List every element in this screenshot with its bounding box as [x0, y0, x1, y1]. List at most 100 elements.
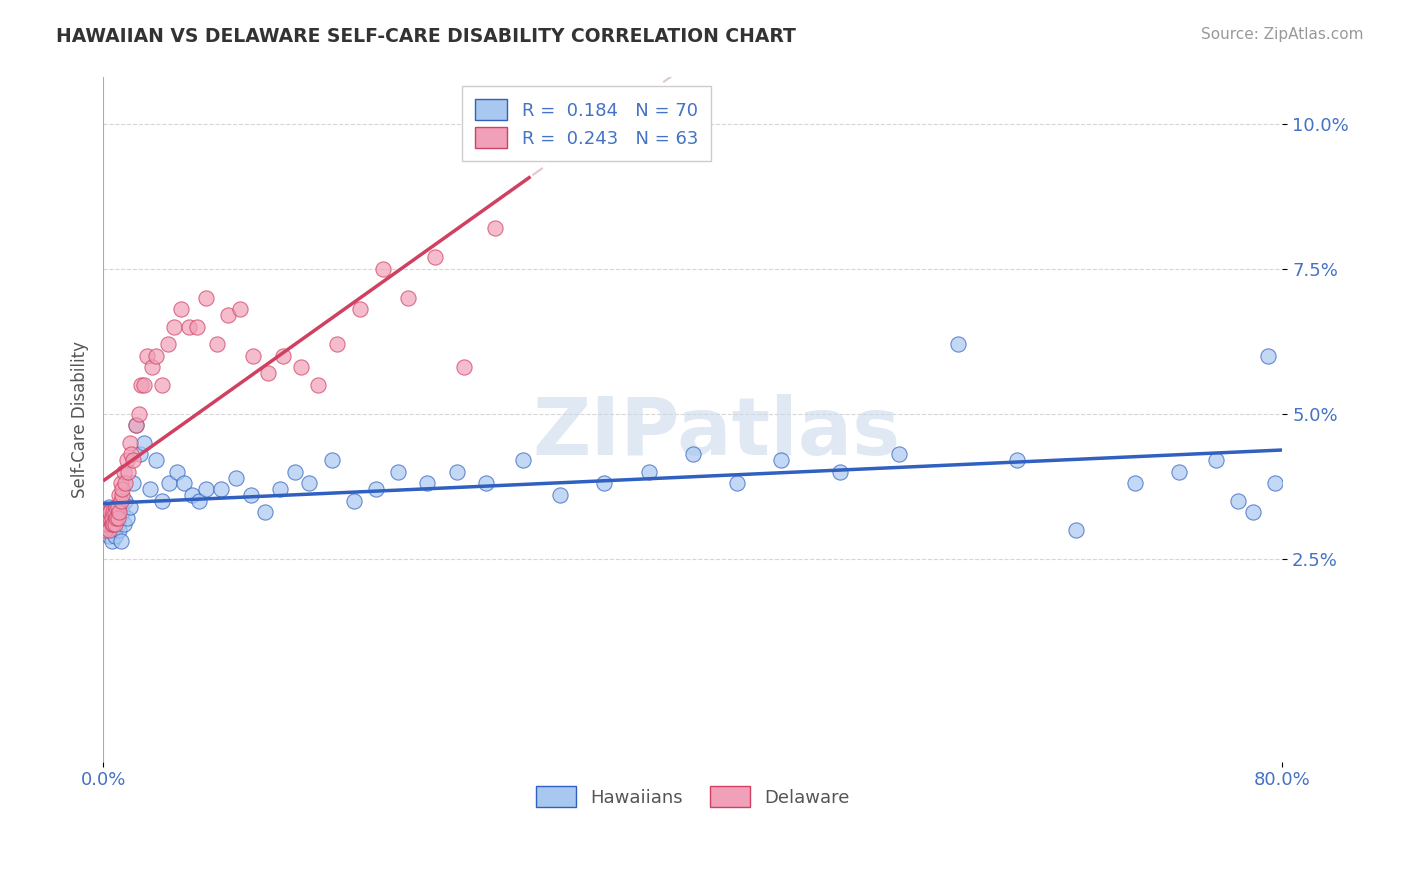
- Point: [104, 505, 127, 519]
- Point: [110, 476, 132, 491]
- Point: [115, 453, 138, 467]
- Point: [120, 447, 142, 461]
- Point: [1257, 349, 1279, 363]
- Point: [163, 319, 186, 334]
- Point: [1064, 523, 1087, 537]
- Point: [349, 302, 371, 317]
- Point: [118, 435, 141, 450]
- Point: [110, 534, 132, 549]
- Point: [110, 493, 132, 508]
- Point: [115, 511, 138, 525]
- Point: [121, 476, 143, 491]
- Point: [100, 511, 122, 525]
- Point: [145, 453, 167, 467]
- Point: [512, 453, 534, 467]
- Point: [150, 377, 173, 392]
- Point: [453, 360, 475, 375]
- Point: [108, 488, 131, 502]
- Point: [124, 418, 146, 433]
- Text: HAWAIIAN VS DELAWARE SELF-CARE DISABILITY CORRELATION CHART: HAWAIIAN VS DELAWARE SELF-CARE DISABILIT…: [56, 27, 796, 45]
- Point: [101, 511, 124, 525]
- Point: [108, 505, 131, 519]
- Point: [225, 470, 247, 484]
- Point: [254, 505, 277, 519]
- Point: [170, 302, 193, 317]
- Point: [111, 505, 134, 519]
- Point: [117, 465, 139, 479]
- Point: [887, 447, 910, 461]
- Point: [307, 377, 329, 392]
- Point: [239, 488, 262, 502]
- Point: [387, 465, 409, 479]
- Point: [242, 349, 264, 363]
- Point: [98, 528, 121, 542]
- Point: [416, 476, 439, 491]
- Point: [100, 523, 122, 537]
- Point: [195, 291, 218, 305]
- Text: Source: ZipAtlas.com: Source: ZipAtlas.com: [1201, 27, 1364, 42]
- Point: [121, 453, 143, 467]
- Point: [96, 505, 118, 519]
- Point: [139, 482, 162, 496]
- Point: [128, 407, 150, 421]
- Point: [150, 493, 173, 508]
- Point: [770, 453, 793, 467]
- Point: [946, 337, 969, 351]
- Point: [101, 534, 124, 549]
- Point: [298, 476, 321, 491]
- Point: [134, 377, 156, 392]
- Point: [107, 500, 129, 514]
- Point: [257, 366, 280, 380]
- Point: [593, 476, 616, 491]
- Point: [98, 500, 121, 514]
- Point: [112, 465, 135, 479]
- Point: [94, 511, 117, 525]
- Point: [475, 476, 498, 491]
- Point: [1264, 476, 1286, 491]
- Point: [1241, 505, 1264, 519]
- Point: [159, 476, 181, 491]
- Point: [108, 523, 131, 537]
- Point: [373, 261, 395, 276]
- Point: [129, 447, 152, 461]
- Point: [1168, 465, 1191, 479]
- Point: [145, 349, 167, 363]
- Point: [446, 465, 468, 479]
- Point: [114, 493, 136, 508]
- Point: [725, 476, 748, 491]
- Point: [96, 516, 118, 531]
- Point: [269, 482, 291, 496]
- Point: [166, 465, 188, 479]
- Point: [100, 505, 122, 519]
- Point: [104, 528, 127, 542]
- Point: [103, 505, 125, 519]
- Point: [229, 302, 252, 317]
- Point: [136, 349, 159, 363]
- Point: [93, 523, 115, 537]
- Point: [321, 453, 343, 467]
- Point: [105, 500, 128, 514]
- Point: [118, 500, 141, 514]
- Point: [682, 447, 704, 461]
- Point: [100, 511, 122, 525]
- Point: [131, 377, 153, 392]
- Point: [104, 516, 127, 531]
- Point: [180, 488, 202, 502]
- Point: [195, 482, 218, 496]
- Y-axis label: Self-Care Disability: Self-Care Disability: [72, 341, 89, 498]
- Point: [326, 337, 349, 351]
- Point: [94, 505, 117, 519]
- Point: [637, 465, 659, 479]
- Point: [103, 516, 125, 531]
- Point: [186, 319, 208, 334]
- Point: [105, 511, 128, 525]
- Point: [124, 418, 146, 433]
- Point: [141, 360, 163, 375]
- Point: [134, 435, 156, 450]
- Point: [103, 516, 125, 531]
- Point: [187, 493, 209, 508]
- Point: [177, 319, 200, 334]
- Point: [343, 493, 366, 508]
- Point: [94, 516, 117, 531]
- Point: [156, 337, 179, 351]
